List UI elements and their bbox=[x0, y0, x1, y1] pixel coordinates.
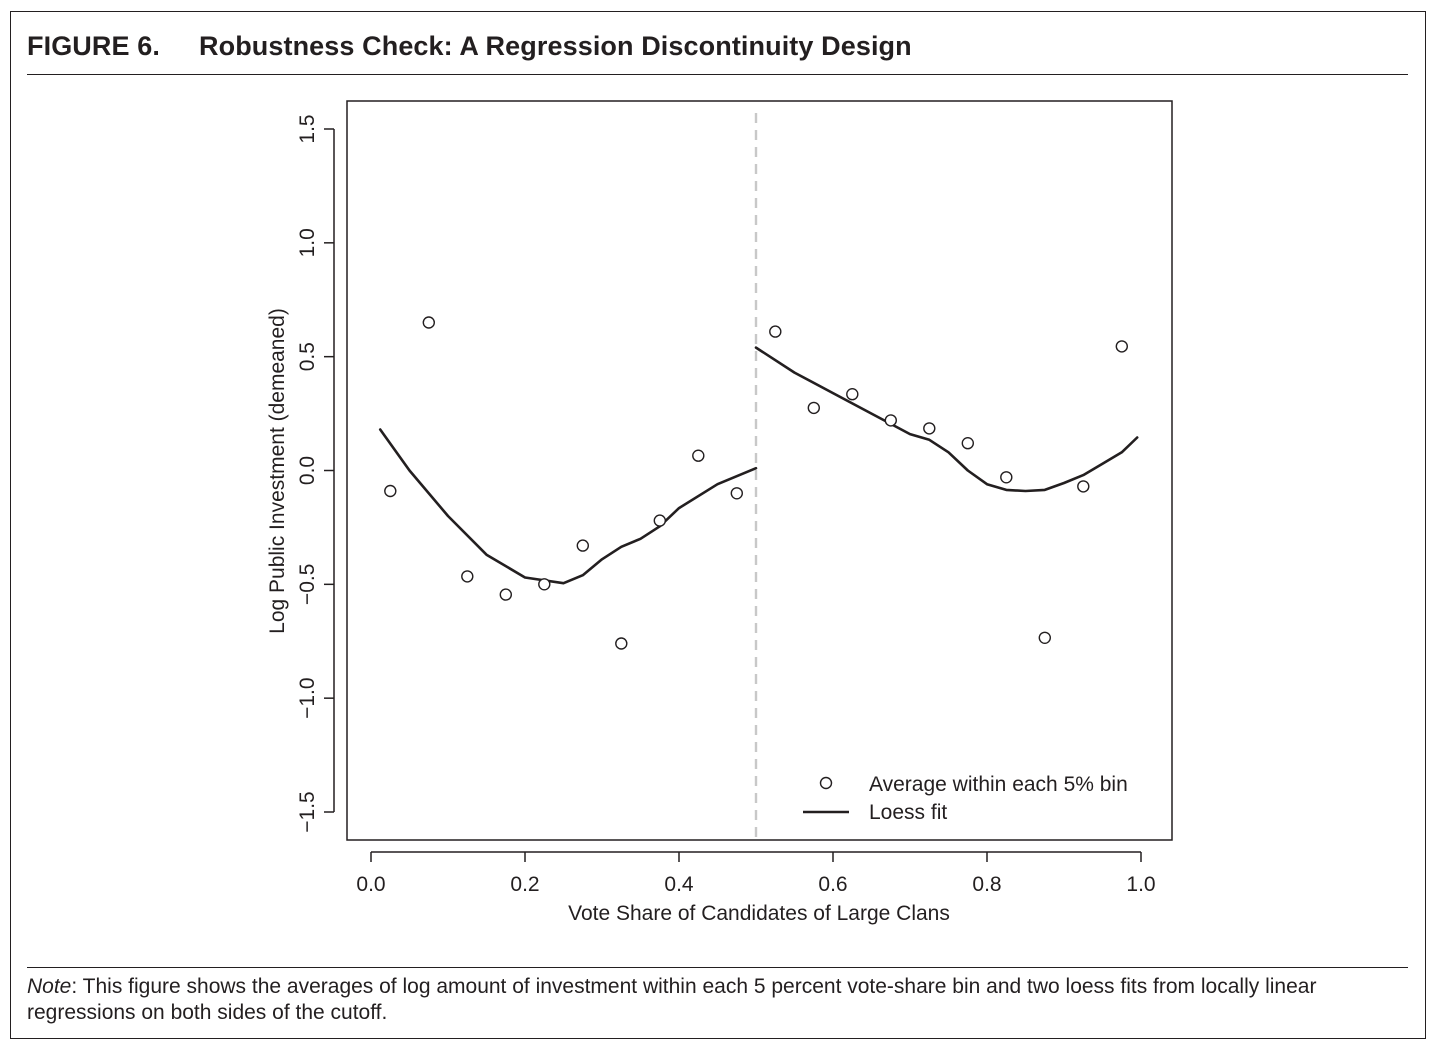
legend-label-line: Loess fit bbox=[869, 801, 947, 824]
figure-frame bbox=[10, 11, 1426, 1039]
bin-average-point bbox=[769, 325, 782, 338]
y-tick-label: 0.0 bbox=[296, 456, 319, 485]
x-tick-label: 0.0 bbox=[356, 873, 385, 896]
x-axis-label: Vote Share of Candidates of Large Clans bbox=[568, 902, 950, 925]
bin-average-point bbox=[1000, 471, 1013, 484]
bin-average-point bbox=[653, 514, 666, 527]
bin-average-point bbox=[384, 484, 397, 498]
bin-average-point bbox=[422, 316, 435, 329]
legend-label-points: Average within each 5% bin bbox=[869, 773, 1128, 796]
bin-average-point bbox=[961, 437, 974, 450]
figure-title-text: Robustness Check: A Regression Discontin… bbox=[199, 31, 912, 61]
x-tick-label: 1.0 bbox=[1126, 873, 1155, 896]
x-tick-label: 0.2 bbox=[510, 873, 539, 896]
legend-point-marker bbox=[819, 776, 833, 790]
y-tick-label: −1.0 bbox=[296, 677, 319, 718]
bin-average-point bbox=[461, 570, 474, 583]
figure-number: FIGURE 6. bbox=[27, 31, 160, 61]
bin-average-point bbox=[923, 422, 936, 435]
bin-average-point bbox=[730, 487, 743, 500]
note-label: Note bbox=[27, 975, 72, 998]
bin-average-point bbox=[1077, 480, 1090, 493]
figure-title: FIGURE 6. Robustness Check: A Regression … bbox=[27, 31, 912, 62]
loess-fit-right bbox=[754, 346, 1139, 493]
bin-average-point bbox=[499, 588, 512, 601]
y-axis-label: Log Public Investment (demeaned) bbox=[266, 308, 289, 634]
plot-area-border bbox=[346, 100, 1173, 841]
bin-average-point bbox=[538, 578, 551, 591]
legend: Average within each 5% bin Loess fit bbox=[803, 773, 1128, 824]
x-tick-label: 0.4 bbox=[664, 873, 694, 896]
title-rule bbox=[27, 74, 1408, 75]
bin-average-point bbox=[692, 449, 705, 462]
note-text: : This figure shows the averages of log … bbox=[27, 975, 1317, 1024]
bin-average-point bbox=[1115, 340, 1129, 353]
x-tick-label: 0.6 bbox=[818, 873, 847, 896]
y-tick-label: −0.5 bbox=[296, 564, 319, 605]
figure-note: Note: This figure shows the averages of … bbox=[27, 974, 1412, 1026]
bin-average-point bbox=[576, 539, 589, 552]
y-tick-label: 1.5 bbox=[296, 114, 319, 143]
bin-average-point bbox=[1038, 631, 1052, 644]
note-rule bbox=[27, 967, 1408, 968]
x-tick-label: 0.8 bbox=[972, 873, 1001, 896]
bin-average-point bbox=[884, 414, 897, 427]
bin-average-point bbox=[846, 388, 859, 401]
bin-average-point bbox=[615, 637, 628, 650]
loess-fit-left bbox=[378, 428, 758, 585]
y-tick-label: 1.0 bbox=[296, 228, 319, 257]
y-tick-label: 0.5 bbox=[296, 342, 319, 371]
bin-average-point bbox=[807, 401, 820, 415]
y-tick-label: −1.5 bbox=[296, 791, 319, 832]
